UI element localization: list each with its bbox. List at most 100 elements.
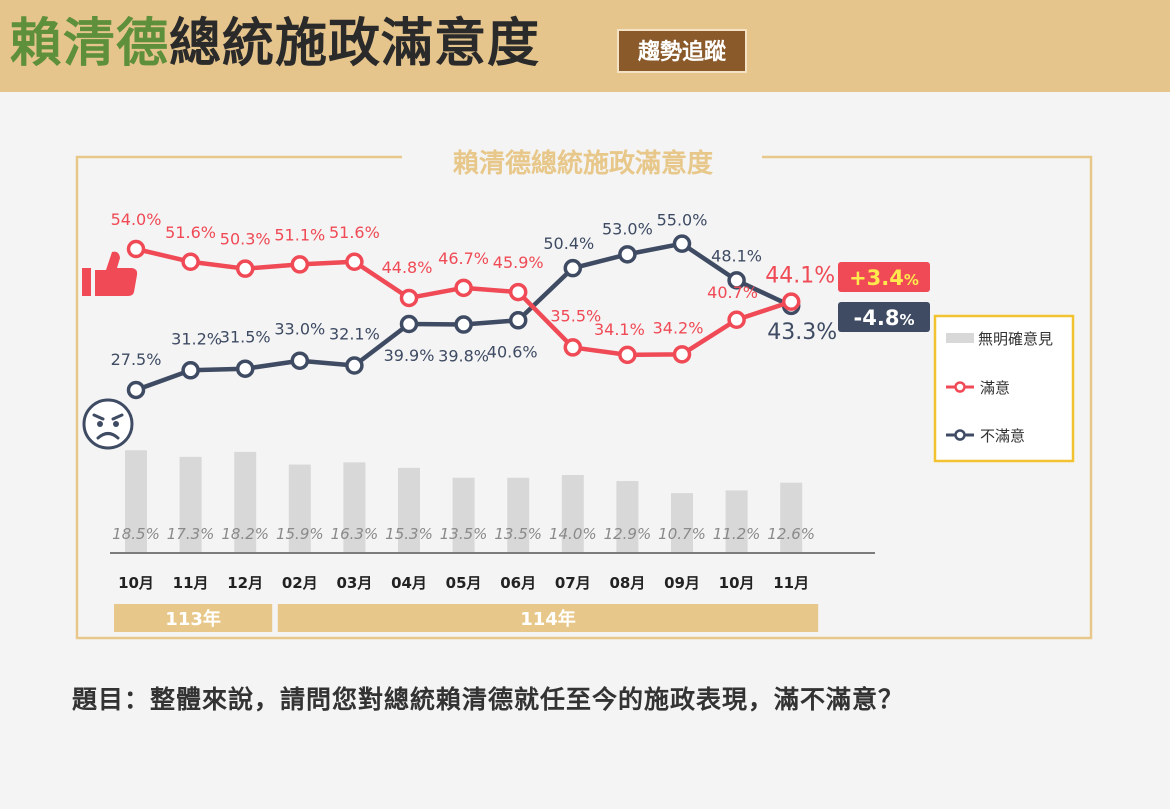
legend-dissatisfied-marker: [954, 429, 966, 441]
no-opinion-bar: [179, 456, 202, 552]
chart-title: 賴清德總統施政滿意度: [453, 148, 713, 179]
no-opinion-bar: [671, 493, 693, 552]
satisfied-point: [508, 282, 528, 302]
no-opinion-label: 18.5%: [112, 525, 160, 543]
legend-no-opinion-swatch: [946, 333, 974, 343]
dissatisfied-change-badge: [838, 302, 930, 332]
x-tick-label: 09月: [664, 574, 700, 592]
satisfied-value-label: 34.1%: [594, 320, 645, 339]
satisfied-point: [126, 239, 146, 259]
trend-tracking-badge: 趨勢追蹤: [617, 29, 747, 73]
dissatisfied-point: [618, 245, 637, 264]
no-opinion-bar: [343, 462, 366, 552]
dissatisfied-point: [727, 271, 746, 290]
no-opinion-label: 12.6%: [767, 525, 815, 543]
legend-satisfied-marker: [954, 381, 966, 393]
satisfied-point: [181, 252, 200, 272]
satisfied-point: [290, 255, 310, 274]
header-banner: 賴清德總統施政滿意度 趨勢追蹤: [0, 0, 1170, 92]
survey-question: 題目：整體來說，請問您對總統賴清德就任至今的施政表現，滿不滿意？: [72, 685, 905, 714]
no-opinion-label: 12.9%: [604, 525, 652, 543]
x-tick-label: 06月: [500, 574, 536, 592]
year-band: [277, 604, 819, 632]
no-opinion-bar: [398, 467, 420, 552]
no-opinion-label: 16.3%: [331, 525, 379, 543]
dissatisfied-value-label: 55.0%: [657, 211, 708, 230]
year-band-label: 113年: [165, 608, 221, 630]
legend-no-opinion-label: 無明確意見: [978, 330, 1053, 348]
satisfied-value-label: 51.6%: [329, 223, 380, 242]
satisfied-point: [781, 292, 801, 311]
x-tick-label: 12月: [227, 574, 263, 592]
year-band: [114, 604, 273, 632]
page-title: 賴清德總統施政滿意度: [10, 6, 540, 82]
dissatisfied-change-badge-text: -4.8%: [854, 306, 915, 330]
dissatisfied-point: [181, 361, 200, 380]
year-band-label: 114年: [520, 608, 576, 630]
no-opinion-bar: [234, 451, 257, 552]
x-tick-label: 05月: [446, 574, 482, 592]
dissatisfied-point: [399, 314, 419, 334]
satisfied-change-badge-text: +3.4%: [849, 266, 919, 290]
no-opinion-bar: [507, 477, 530, 552]
no-opinion-label: 15.3%: [385, 525, 433, 543]
no-opinion-label: 11.2%: [713, 525, 761, 543]
dissatisfied-point: [563, 258, 583, 278]
dissatisfied-value-label: 40.6%: [487, 342, 538, 361]
no-opinion-label: 18.2%: [221, 525, 269, 543]
no-opinion-bar: [616, 481, 639, 552]
satisfied-value-label: 44.1%: [765, 264, 835, 289]
no-opinion-label: 13.5%: [494, 525, 542, 543]
dissatisfied-value-label: 50.4%: [543, 234, 594, 253]
no-opinion-bar: [125, 450, 147, 552]
legend-satisfied-label: 滿意: [980, 379, 1010, 397]
dissatisfied-value-label: 53.0%: [602, 219, 653, 238]
no-opinion-label: 14.0%: [549, 525, 597, 543]
dissatisfied-point: [290, 351, 310, 370]
satisfied-value-label: 54.0%: [111, 210, 162, 229]
no-opinion-bar: [452, 477, 475, 552]
x-tick-label: 04月: [391, 574, 427, 592]
frown-face-icon: [82, 398, 134, 450]
satisfied-point: [345, 252, 364, 272]
no-opinion-bar: [725, 490, 748, 552]
page-title-rest: 總統施政滿意度: [169, 14, 541, 74]
dissatisfied-point: [454, 315, 473, 334]
dissatisfied-point: [508, 311, 528, 330]
no-opinion-label: 15.9%: [276, 525, 324, 543]
no-opinion-bar: [780, 482, 803, 552]
thumbs-up-icon: [82, 251, 138, 296]
satisfied-point: [672, 345, 692, 364]
no-opinion-label: 13.5%: [440, 525, 488, 543]
satisfied-value-label: 51.1%: [274, 225, 325, 244]
satisfied-point: [454, 278, 473, 298]
dissatisfied-point: [126, 380, 146, 400]
satisfied-value-label: 35.5%: [550, 306, 601, 325]
no-opinion-label: 10.7%: [658, 525, 706, 543]
x-tick-label: 11月: [173, 574, 209, 592]
x-tick-label: 10月: [118, 574, 154, 592]
x-tick-label: 08月: [609, 574, 645, 592]
satisfied-point: [727, 310, 746, 330]
satisfied-point: [618, 345, 637, 365]
satisfied-value-label: 34.2%: [653, 318, 704, 337]
x-tick-label: 07月: [555, 574, 591, 592]
dissatisfied-value-label: 33.0%: [274, 320, 325, 339]
dissatisfied-value-label: 43.3%: [767, 320, 837, 345]
dissatisfied-value-label: 39.8%: [438, 347, 489, 366]
page-title-name: 賴清德: [10, 14, 170, 74]
no-opinion-label: 17.3%: [167, 525, 215, 543]
dissatisfied-value-label: 31.2%: [171, 329, 222, 348]
x-tick-label: 10月: [719, 574, 755, 592]
legend-dissatisfied-label: 不滿意: [980, 427, 1025, 445]
satisfied-value-label: 45.9%: [493, 253, 544, 272]
dissatisfied-value-label: 48.1%: [711, 246, 762, 265]
dissatisfied-point: [672, 234, 692, 253]
dissatisfied-value-label: 32.1%: [329, 325, 380, 344]
satisfied-change-badge: [838, 262, 930, 292]
satisfied-value-label: 44.8%: [382, 258, 433, 277]
satisfied-value-label: 46.7%: [438, 249, 489, 268]
no-opinion-bar: [561, 475, 584, 552]
dissatisfied-point: [345, 356, 364, 375]
